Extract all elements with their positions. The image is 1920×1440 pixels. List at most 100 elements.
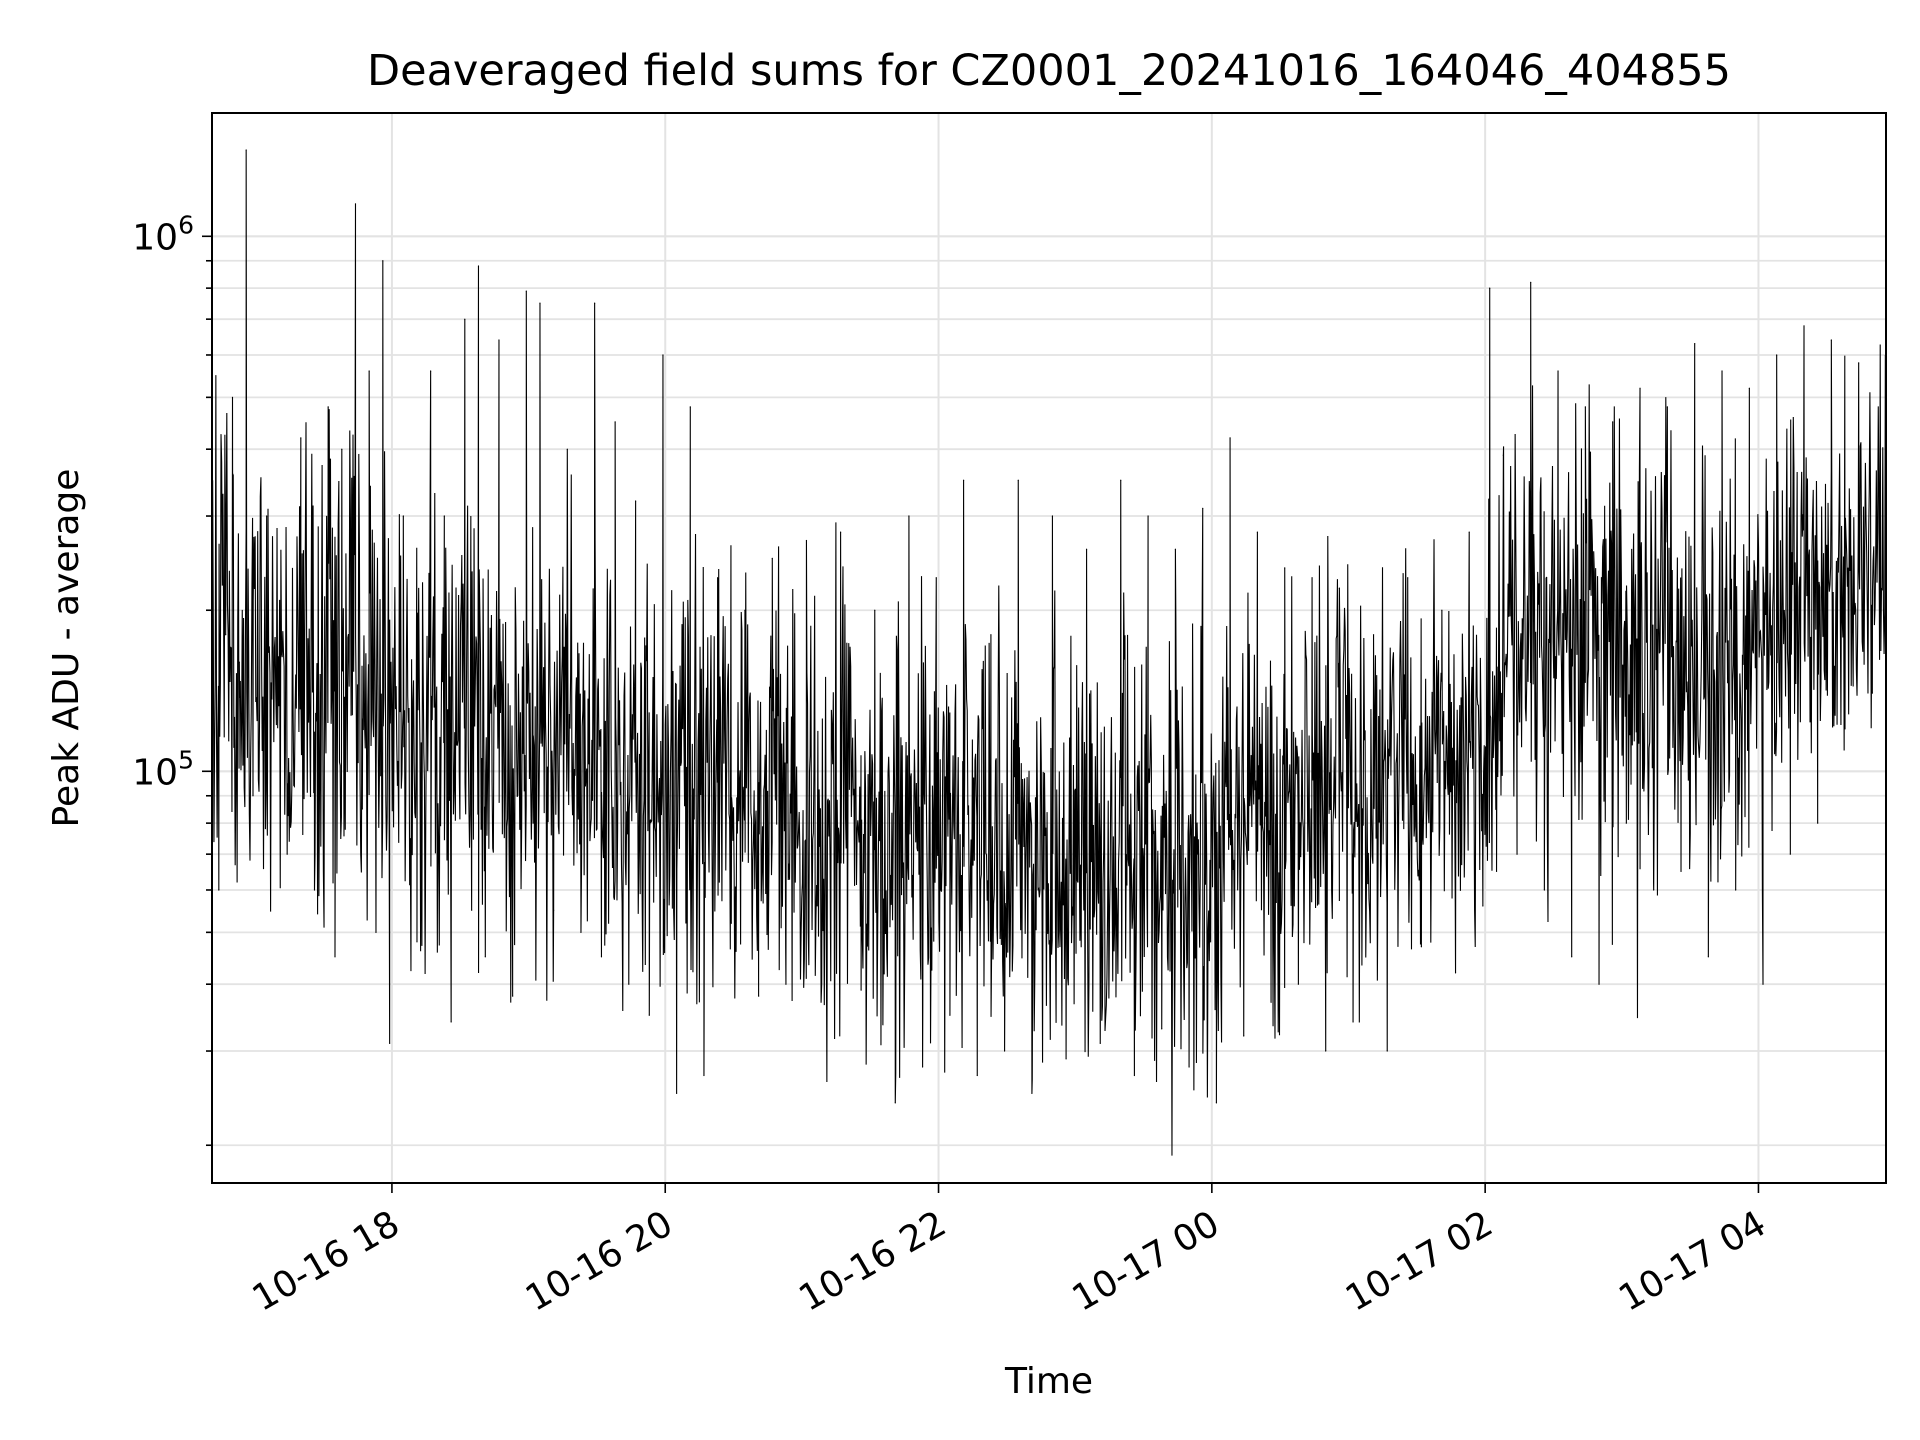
- data-point: [1571, 956, 1573, 958]
- data-point: [1407, 577, 1409, 579]
- data-point: [1871, 692, 1873, 694]
- data-point: [1270, 1001, 1272, 1003]
- data-point: [1161, 1028, 1163, 1030]
- data-point: [594, 302, 596, 304]
- data-point: [1243, 1035, 1245, 1037]
- data-point: [1147, 515, 1149, 517]
- data-point: [1557, 370, 1559, 372]
- data-point: [1031, 1092, 1033, 1094]
- data-point: [1372, 634, 1375, 636]
- data-point: [935, 577, 937, 579]
- data-point: [512, 995, 514, 997]
- data-point: [334, 956, 336, 958]
- data-point: [648, 1014, 650, 1016]
- data-point: [949, 1014, 951, 1016]
- data-point: [375, 931, 377, 933]
- data-point: [1625, 822, 1627, 824]
- data-point: [389, 1042, 391, 1045]
- y-tick-label: 106: [132, 210, 194, 258]
- data-point: [1748, 387, 1750, 389]
- data-point: [436, 889, 439, 891]
- plot-frame: [211, 112, 1887, 1184]
- data-point: [252, 795, 254, 797]
- data-point: [771, 557, 773, 559]
- data-point: [1133, 1074, 1136, 1077]
- data-point: [635, 500, 637, 502]
- data-point: [1776, 354, 1778, 356]
- data-point: [689, 406, 691, 408]
- data-point: [539, 302, 541, 304]
- data-point: [361, 808, 363, 810]
- data-point: [1352, 1021, 1354, 1023]
- series-group: [211, 149, 1887, 1156]
- data-point: [614, 421, 616, 423]
- data-point: [990, 634, 992, 636]
- data-point: [1120, 479, 1122, 481]
- data-point: [1598, 983, 1600, 985]
- data-point: [785, 983, 787, 985]
- data-point: [1215, 1102, 1217, 1104]
- chart-title: Deaveraged field sums for CZ0001_2024101…: [367, 46, 1731, 96]
- data-point: [1386, 1050, 1388, 1052]
- data-point: [840, 531, 842, 533]
- data-point: [1311, 577, 1313, 579]
- data-point: [717, 577, 719, 579]
- data-point: [464, 318, 466, 320]
- data-point: [1051, 515, 1054, 517]
- data-point: [1284, 567, 1286, 569]
- data-point: [1338, 587, 1340, 589]
- data-point: [416, 941, 418, 943]
- data-point: [1003, 1050, 1006, 1052]
- data-point: [484, 956, 486, 958]
- data-point: [976, 1074, 978, 1077]
- data-point: [313, 889, 316, 891]
- data-point: [1612, 421, 1614, 423]
- data-point: [443, 515, 445, 517]
- data-point: [1229, 437, 1231, 439]
- data-point: [218, 889, 220, 891]
- data-point: [1188, 1066, 1190, 1068]
- data-point: [860, 989, 862, 991]
- data-point: [1297, 983, 1299, 985]
- data-point: [1789, 853, 1791, 855]
- data-point: [1420, 946, 1422, 948]
- data-point: [532, 822, 534, 824]
- data-point: [368, 370, 370, 372]
- data-point: [1441, 609, 1443, 611]
- data-point: [286, 853, 288, 855]
- data-point: [1530, 281, 1532, 283]
- data-point: [1174, 548, 1177, 550]
- data-point: [758, 995, 760, 997]
- data-point: [566, 448, 568, 450]
- y-tick-label: 105: [132, 745, 194, 793]
- data-point: [245, 149, 247, 151]
- data-point: [1495, 870, 1498, 872]
- data-point: [1803, 325, 1805, 327]
- data-point: [894, 1102, 896, 1104]
- data-point: [498, 339, 500, 341]
- data-point: [1666, 406, 1668, 408]
- data-point: [1735, 889, 1737, 891]
- data-point: [1017, 479, 1019, 481]
- data-point: [805, 539, 808, 542]
- data-point: [402, 515, 404, 517]
- data-point: [962, 479, 965, 481]
- data-point: [1639, 387, 1641, 389]
- data-point: [1482, 905, 1484, 907]
- data-point: [1721, 370, 1723, 372]
- data-point: [1489, 287, 1491, 289]
- data-point: [327, 406, 329, 408]
- data-point: [231, 396, 234, 398]
- data-point: [341, 448, 343, 450]
- data-point: [1830, 339, 1832, 341]
- data-point: [525, 290, 527, 292]
- data-point: [1844, 728, 1846, 730]
- y-axis-label: Peak ADU - average: [46, 469, 87, 828]
- data-point: [1468, 531, 1470, 533]
- data-point: [874, 609, 876, 611]
- data-point: [1454, 972, 1457, 974]
- data-point: [238, 661, 240, 663]
- data-point: [1085, 548, 1088, 550]
- grid: [212, 113, 1886, 1183]
- series-line: [211, 149, 1887, 1156]
